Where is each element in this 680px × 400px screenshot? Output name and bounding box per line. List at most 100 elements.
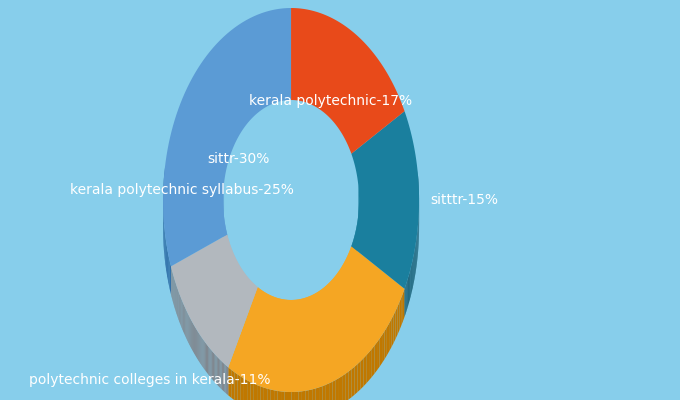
Polygon shape <box>192 322 193 352</box>
Polygon shape <box>228 246 405 392</box>
Polygon shape <box>292 392 295 400</box>
Polygon shape <box>208 346 209 376</box>
Polygon shape <box>219 359 220 388</box>
Polygon shape <box>409 272 410 303</box>
Polygon shape <box>188 314 189 344</box>
Polygon shape <box>410 269 411 300</box>
Polygon shape <box>306 297 308 326</box>
Polygon shape <box>333 278 334 307</box>
Polygon shape <box>250 382 254 400</box>
Polygon shape <box>367 352 369 383</box>
Polygon shape <box>185 307 186 337</box>
Polygon shape <box>237 374 241 400</box>
Polygon shape <box>302 391 305 400</box>
Polygon shape <box>281 392 284 400</box>
Polygon shape <box>176 285 177 315</box>
Polygon shape <box>275 297 277 326</box>
Polygon shape <box>316 292 318 321</box>
Polygon shape <box>257 385 260 400</box>
Polygon shape <box>217 356 218 386</box>
Polygon shape <box>206 343 207 373</box>
Polygon shape <box>167 248 169 282</box>
Polygon shape <box>267 389 271 400</box>
Polygon shape <box>205 342 206 371</box>
Polygon shape <box>345 258 347 288</box>
Polygon shape <box>227 366 228 395</box>
Polygon shape <box>348 369 352 400</box>
Polygon shape <box>271 390 274 400</box>
Polygon shape <box>224 364 226 393</box>
Polygon shape <box>397 302 399 335</box>
Polygon shape <box>213 352 214 382</box>
Polygon shape <box>347 253 349 284</box>
Polygon shape <box>401 293 403 326</box>
Polygon shape <box>331 279 333 309</box>
Polygon shape <box>197 330 198 360</box>
Polygon shape <box>254 284 255 313</box>
Polygon shape <box>345 372 348 400</box>
Polygon shape <box>304 298 306 326</box>
Polygon shape <box>181 297 182 327</box>
Polygon shape <box>399 298 401 330</box>
Polygon shape <box>184 305 185 335</box>
Polygon shape <box>326 383 329 400</box>
Polygon shape <box>282 299 284 328</box>
Polygon shape <box>309 296 311 324</box>
Polygon shape <box>336 378 339 400</box>
Polygon shape <box>343 262 344 292</box>
Polygon shape <box>241 376 244 400</box>
Polygon shape <box>322 288 323 317</box>
Polygon shape <box>341 266 342 296</box>
Polygon shape <box>358 361 360 392</box>
Polygon shape <box>177 289 178 319</box>
Polygon shape <box>411 263 412 294</box>
Polygon shape <box>203 340 205 370</box>
Polygon shape <box>311 295 313 324</box>
Polygon shape <box>195 327 196 357</box>
Polygon shape <box>256 286 257 314</box>
Text: sitttr-15%: sitttr-15% <box>430 193 498 207</box>
Polygon shape <box>335 274 337 304</box>
Polygon shape <box>344 260 345 290</box>
Polygon shape <box>316 387 319 400</box>
Polygon shape <box>299 391 302 400</box>
Polygon shape <box>295 300 296 328</box>
Polygon shape <box>326 284 328 314</box>
Polygon shape <box>391 315 394 347</box>
Polygon shape <box>266 293 268 322</box>
Polygon shape <box>369 349 372 380</box>
Polygon shape <box>377 339 379 370</box>
Polygon shape <box>322 385 326 400</box>
Polygon shape <box>291 300 293 328</box>
Polygon shape <box>209 348 211 377</box>
Polygon shape <box>220 360 222 389</box>
Polygon shape <box>318 290 320 320</box>
Polygon shape <box>290 300 291 328</box>
Polygon shape <box>264 388 267 400</box>
Polygon shape <box>295 392 299 400</box>
Polygon shape <box>273 296 275 325</box>
Polygon shape <box>349 251 350 281</box>
Polygon shape <box>338 270 339 300</box>
Polygon shape <box>223 362 224 392</box>
Polygon shape <box>178 291 180 321</box>
Polygon shape <box>254 384 257 400</box>
Polygon shape <box>277 298 278 326</box>
Polygon shape <box>189 316 190 346</box>
Polygon shape <box>274 390 277 400</box>
Polygon shape <box>328 282 330 312</box>
Polygon shape <box>286 300 288 328</box>
Polygon shape <box>182 301 183 331</box>
Polygon shape <box>257 286 258 315</box>
Polygon shape <box>271 296 273 324</box>
Polygon shape <box>198 332 199 362</box>
Polygon shape <box>375 342 377 374</box>
Polygon shape <box>288 300 290 328</box>
Polygon shape <box>394 311 396 343</box>
Polygon shape <box>303 298 304 327</box>
Polygon shape <box>352 367 354 397</box>
Polygon shape <box>405 283 407 314</box>
Text: sittr-30%: sittr-30% <box>207 152 270 166</box>
Polygon shape <box>278 298 280 327</box>
Polygon shape <box>226 232 227 262</box>
